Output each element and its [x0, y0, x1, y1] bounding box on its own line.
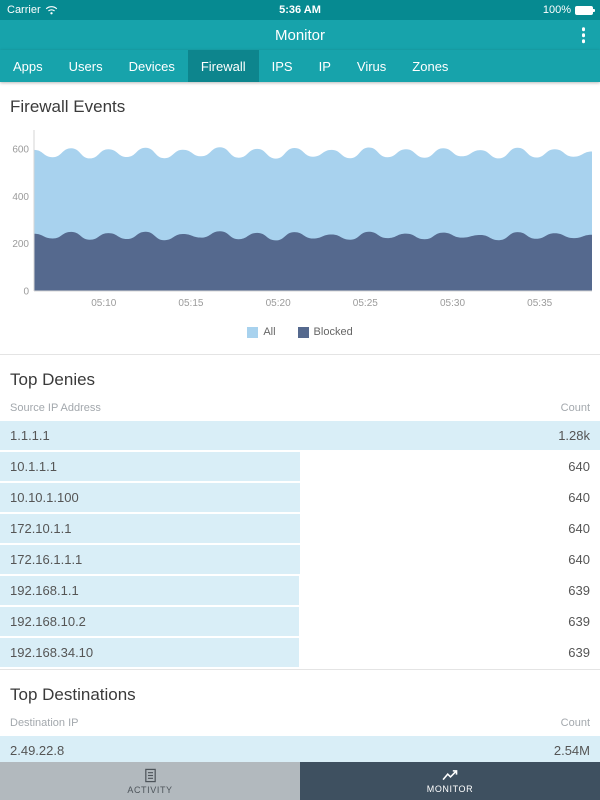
wifi-icon: [45, 6, 57, 15]
table-row[interactable]: 10.10.1.100 640: [0, 483, 600, 512]
table-row[interactable]: 10.1.1.1 640: [0, 452, 600, 481]
row-count: 1.28k: [558, 428, 590, 443]
tab-bar: Apps Users Devices Firewall IPS IP Virus…: [0, 50, 600, 82]
top-destinations-title: Top Destinations: [10, 685, 136, 704]
svg-text:200: 200: [12, 239, 29, 250]
bottom-nav-activity[interactable]: ACTIVITY: [0, 762, 300, 800]
bottom-nav-monitor-label: MONITOR: [426, 783, 474, 794]
bottom-nav: ACTIVITY MONITOR: [0, 762, 600, 800]
firewall-events-section: Firewall Events 0 200 400 600 05:10 05:15 05:2…: [0, 82, 600, 354]
row-bar: [0, 545, 300, 574]
chart-legend: All Blocked: [0, 322, 600, 354]
row-ip: 192.168.10.2: [10, 614, 86, 629]
row-ip: 2.49.22.8: [10, 743, 65, 758]
legend-label-all: All: [263, 326, 276, 338]
svg-text:05:25: 05:25: [353, 298, 378, 309]
legend-swatch-blocked: [297, 326, 309, 338]
table-row[interactable]: 172.10.1.1 640: [0, 514, 600, 543]
tab-apps[interactable]: Apps: [13, 58, 43, 74]
top-destinations-section: Top Destinations Destination IP Count 2.…: [0, 669, 600, 765]
row-count: 640: [568, 490, 590, 505]
tab-users[interactable]: Users: [68, 58, 103, 74]
table-row[interactable]: 192.168.34.10 639: [0, 638, 600, 667]
row-count: 640: [568, 459, 590, 474]
col-destination-ip: Destination IP: [10, 717, 79, 729]
svg-text:05:30: 05:30: [440, 298, 465, 309]
table-row[interactable]: 192.168.10.2 639: [0, 607, 600, 636]
svg-text:05:10: 05:10: [91, 298, 116, 309]
tab-virus[interactable]: Virus: [356, 58, 387, 74]
row-ip: 192.168.34.10: [10, 645, 94, 660]
row-ip: 172.10.1.1: [10, 521, 72, 536]
svg-text:05:15: 05:15: [178, 298, 203, 309]
svg-text:05:20: 05:20: [266, 298, 291, 309]
activity-list-icon: [144, 768, 156, 782]
row-bar: [0, 452, 300, 481]
row-count: 639: [568, 583, 590, 598]
tab-zones[interactable]: Zones: [412, 58, 449, 74]
row-bar: [0, 483, 300, 512]
row-bar: [0, 421, 600, 450]
top-denies-section: Top Denies Source IP Address Count 1.1.1…: [0, 354, 600, 667]
top-denies-header: Source IP Address Count: [0, 398, 600, 421]
row-count: 2.54M: [553, 743, 590, 758]
table-row[interactable]: 172.16.1.1.1 640: [0, 545, 600, 574]
row-bar: [0, 638, 300, 667]
row-bar: [0, 514, 300, 543]
svg-text:400: 400: [12, 192, 29, 203]
row-count: 639: [568, 645, 590, 660]
table-row[interactable]: 2.49.22.8 2.54M: [0, 736, 600, 765]
row-ip: 192.168.1.1: [10, 583, 79, 598]
legend-item-blocked: Blocked: [297, 326, 353, 338]
firewall-events-title: Firewall Events: [10, 97, 126, 116]
row-ip: 10.1.1.1: [10, 459, 57, 474]
row-ip: 1.1.1.1: [10, 428, 50, 443]
clock: 5:36 AM: [279, 4, 321, 16]
legend-label-blocked: Blocked: [313, 326, 353, 338]
row-bar: [0, 607, 300, 636]
legend-item-all: All: [247, 326, 276, 338]
row-count: 639: [568, 614, 590, 629]
nav-bar: Monitor: [0, 20, 600, 50]
tab-ip[interactable]: IP: [318, 58, 331, 74]
legend-swatch-all: [247, 326, 259, 338]
row-ip: 172.16.1.1.1: [10, 552, 83, 567]
row-count: 640: [568, 521, 590, 536]
tab-firewall[interactable]: Firewall: [187, 50, 259, 82]
top-denies-title: Top Denies: [10, 370, 96, 389]
overflow-menu-icon[interactable]: [579, 24, 589, 46]
monitor-trend-icon: [441, 769, 457, 780]
tab-devices[interactable]: Devices: [128, 58, 175, 74]
col-count: Count: [560, 402, 590, 414]
battery-percent: 100%: [542, 4, 571, 16]
firewall-events-chart: 0 200 400 600 05:10 05:15 05:20 05:25 05:30 05:35: [12, 130, 592, 309]
row-count: 640: [568, 552, 590, 567]
table-row[interactable]: 192.168.1.1 639: [0, 576, 600, 605]
tab-ips[interactable]: IPS: [271, 58, 293, 74]
carrier-label: Carrier: [7, 4, 41, 16]
svg-text:0: 0: [23, 287, 29, 298]
col-source-ip: Source IP Address: [10, 402, 101, 414]
bottom-nav-activity-label: ACTIVITY: [127, 784, 173, 795]
page-title: Monitor: [274, 26, 326, 44]
battery-icon: [575, 5, 595, 15]
status-bar: Carrier 5:36 AM 100%: [0, 0, 600, 20]
table-row[interactable]: 1.1.1.1 1.28k: [0, 421, 600, 450]
row-bar: [0, 576, 300, 605]
bottom-nav-monitor[interactable]: MONITOR: [300, 762, 600, 800]
col-count: Count: [560, 717, 590, 729]
svg-text:600: 600: [12, 145, 29, 156]
row-ip: 10.10.1.100: [10, 490, 79, 505]
svg-text:05:35: 05:35: [527, 298, 552, 309]
top-destinations-header: Destination IP Count: [0, 713, 600, 736]
row-bar: [0, 736, 600, 765]
